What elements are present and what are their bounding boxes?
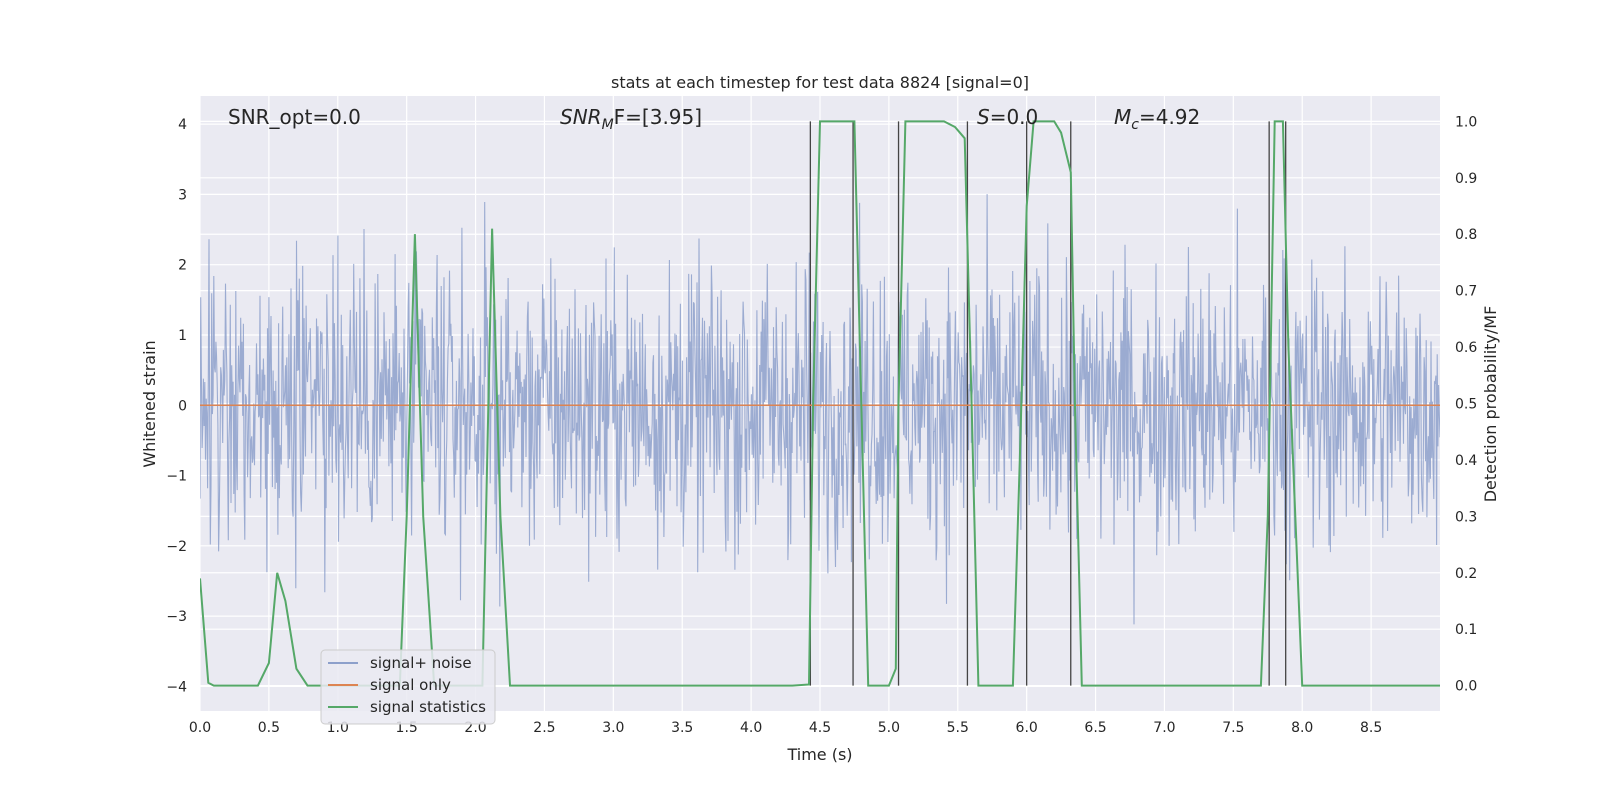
legend-box xyxy=(320,649,496,725)
x-tick-label: 0.0 xyxy=(189,720,211,736)
legend-label-signal-plus-noise: signal+ noise xyxy=(370,654,472,672)
y2-tick-label: 0.5 xyxy=(1455,397,1477,413)
mc-value: =4.92 xyxy=(1139,105,1200,129)
y-tick-label: −3 xyxy=(166,609,187,625)
y-tick-label: 1 xyxy=(178,328,187,344)
x-tick-label: 4.0 xyxy=(740,720,762,736)
y2-tick-label: 0.3 xyxy=(1455,509,1477,525)
x-tick-label: 6.0 xyxy=(1016,720,1038,736)
y-tick-label: 4 xyxy=(178,117,187,133)
x-tick-label: 7.0 xyxy=(1153,720,1175,736)
y-tick-labels: 4 3 2 1 0 −1 −2 −3 −4 xyxy=(166,117,187,695)
y-tick-label: 3 xyxy=(178,187,187,203)
y2-tick-labels: 1.0 0.9 0.8 0.7 0.6 0.5 0.4 0.3 0.2 0.1 0.0 xyxy=(1455,114,1477,694)
chart-title: stats at each timestep for test data 882… xyxy=(611,73,1029,92)
x-tick-label: 5.5 xyxy=(947,720,969,736)
x-tick-label: 8.0 xyxy=(1291,720,1313,736)
snr-mf-value: F=[3.95] xyxy=(614,105,702,129)
signal-plus-noise-series xyxy=(200,194,1440,625)
y2-tick-label: 0.6 xyxy=(1455,340,1477,356)
snr-mf-subscript: M xyxy=(602,117,614,133)
y-tick-label: −4 xyxy=(166,679,187,695)
s-symbol: S xyxy=(977,105,990,129)
x-tick-label: 2.5 xyxy=(533,720,555,736)
x-tick-label: 7.5 xyxy=(1222,720,1244,736)
x-tick-label: 4.5 xyxy=(809,720,831,736)
legend: signal+ noise signal only signal statist… xyxy=(320,649,496,725)
legend-label-signal-statistics: signal statistics xyxy=(370,698,486,716)
noise-trace xyxy=(200,194,1440,625)
x-tick-label: 3.5 xyxy=(671,720,693,736)
x-tick-label: 8.5 xyxy=(1360,720,1382,736)
y-tick-label: 2 xyxy=(178,258,187,274)
y2-tick-label: 1.0 xyxy=(1455,114,1477,130)
y-tick-label: −2 xyxy=(166,539,187,555)
x-tick-label: 5.0 xyxy=(878,720,900,736)
y2-tick-label: 0.9 xyxy=(1455,171,1477,187)
mc-subscript: c xyxy=(1131,117,1139,133)
snr-mf-base: SNR xyxy=(560,105,602,129)
y2-axis-label: Detection probability/MF xyxy=(1481,306,1500,503)
y2-tick-label: 0.0 xyxy=(1455,679,1477,695)
y2-tick-label: 0.7 xyxy=(1455,284,1477,300)
x-tick-label: 6.5 xyxy=(1084,720,1106,736)
y2-tick-label: 0.8 xyxy=(1455,227,1477,243)
legend-label-signal-only: signal only xyxy=(370,676,451,694)
x-axis-label: Time (s) xyxy=(786,745,852,764)
y-axis-label: Whitened strain xyxy=(140,340,159,467)
y2-tick-label: 0.1 xyxy=(1455,622,1477,638)
s-annotation: S=0.0 xyxy=(977,105,1038,129)
snr-mf-annotation: SNRMF=[3.95] xyxy=(560,105,702,133)
mc-symbol: M xyxy=(1114,105,1131,129)
s-value: =0.0 xyxy=(990,105,1039,129)
x-tick-label: 0.5 xyxy=(258,720,280,736)
y2-tick-label: 0.2 xyxy=(1455,566,1477,582)
mc-annotation: Mc=4.92 xyxy=(1114,105,1200,133)
y-tick-label: −1 xyxy=(166,469,187,485)
y-tick-label: 0 xyxy=(178,398,187,414)
y2-tick-label: 0.4 xyxy=(1455,453,1477,469)
snr-opt-annotation: SNR_opt=0.0 xyxy=(228,105,361,129)
x-tick-label: 3.0 xyxy=(602,720,624,736)
